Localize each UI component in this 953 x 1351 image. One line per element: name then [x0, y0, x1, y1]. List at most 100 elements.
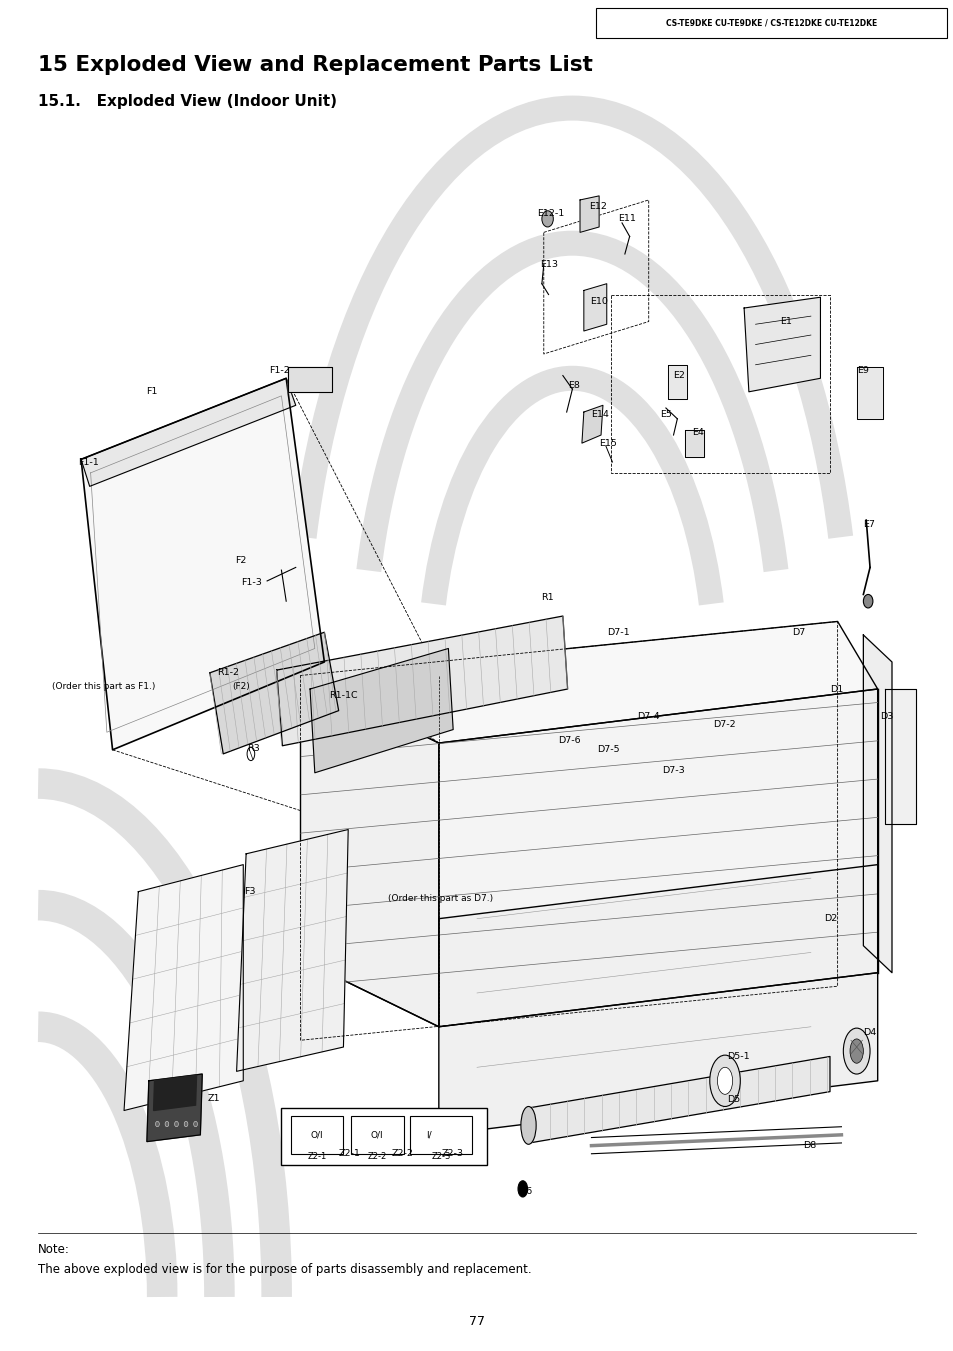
Text: D7: D7 — [791, 628, 804, 636]
Polygon shape — [300, 676, 438, 1027]
Text: D5-1: D5-1 — [726, 1052, 749, 1061]
Text: The above exploded view is for the purpose of parts disassembly and replacement.: The above exploded view is for the purpo… — [38, 1263, 531, 1277]
Text: R1-2: R1-2 — [217, 669, 239, 677]
Text: Z2-3: Z2-3 — [441, 1150, 463, 1158]
Ellipse shape — [165, 1121, 169, 1127]
Polygon shape — [884, 689, 915, 824]
Polygon shape — [743, 297, 820, 392]
Text: E15: E15 — [598, 439, 617, 447]
Text: D7-1: D7-1 — [606, 628, 629, 636]
Ellipse shape — [517, 1181, 527, 1197]
Text: Z1: Z1 — [208, 1094, 220, 1102]
Text: E12: E12 — [589, 203, 607, 211]
Text: D3: D3 — [880, 712, 893, 720]
Text: F3: F3 — [244, 888, 255, 896]
Polygon shape — [288, 367, 332, 392]
Polygon shape — [310, 648, 453, 773]
Bar — [281, 1108, 486, 1165]
Polygon shape — [438, 865, 877, 1135]
Text: D7-5: D7-5 — [597, 746, 619, 754]
Text: E7: E7 — [862, 520, 874, 528]
Polygon shape — [579, 196, 598, 232]
Text: D7-3: D7-3 — [661, 766, 684, 774]
Text: E10: E10 — [590, 297, 608, 305]
Text: D2: D2 — [823, 915, 837, 923]
Ellipse shape — [849, 1039, 862, 1063]
Text: D1: D1 — [829, 685, 842, 693]
Polygon shape — [147, 1074, 202, 1142]
Bar — [410, 1116, 472, 1154]
Text: D7-4: D7-4 — [637, 712, 659, 720]
Ellipse shape — [155, 1121, 159, 1127]
Bar — [291, 1116, 343, 1154]
Polygon shape — [276, 616, 567, 746]
Text: F2: F2 — [234, 557, 246, 565]
Text: E13: E13 — [539, 261, 558, 269]
Text: F1-2: F1-2 — [269, 366, 290, 374]
Polygon shape — [684, 430, 703, 457]
Text: D6: D6 — [518, 1188, 532, 1196]
Bar — [351, 1116, 403, 1154]
Text: 15.1.   Exploded View (Indoor Unit): 15.1. Exploded View (Indoor Unit) — [38, 93, 336, 109]
Text: R1-1C: R1-1C — [329, 692, 357, 700]
Text: E5: E5 — [659, 411, 671, 419]
Polygon shape — [124, 865, 243, 1111]
Ellipse shape — [862, 594, 872, 608]
Text: D5: D5 — [726, 1096, 740, 1104]
Ellipse shape — [184, 1121, 188, 1127]
FancyBboxPatch shape — [596, 8, 946, 38]
Polygon shape — [81, 378, 324, 750]
Polygon shape — [210, 632, 338, 754]
Text: R1: R1 — [540, 593, 553, 601]
Text: R3: R3 — [247, 744, 259, 753]
Text: D4: D4 — [862, 1028, 876, 1036]
Text: D7-6: D7-6 — [558, 736, 580, 744]
Ellipse shape — [520, 1106, 536, 1144]
Text: E14: E14 — [591, 411, 609, 419]
Text: Z2-2: Z2-2 — [367, 1152, 387, 1162]
Text: F1-3: F1-3 — [241, 578, 262, 586]
Polygon shape — [581, 405, 602, 443]
Ellipse shape — [709, 1055, 740, 1106]
Text: E9: E9 — [856, 366, 867, 374]
Ellipse shape — [193, 1121, 197, 1127]
Ellipse shape — [541, 211, 553, 227]
Text: O/I: O/I — [311, 1131, 323, 1139]
Text: E2: E2 — [673, 372, 684, 380]
Text: I/: I/ — [426, 1131, 432, 1139]
Polygon shape — [438, 689, 877, 1027]
Text: E8: E8 — [568, 381, 579, 389]
Text: Z2-2: Z2-2 — [391, 1150, 413, 1158]
Text: E1: E1 — [780, 317, 791, 326]
Text: F1: F1 — [146, 388, 157, 396]
Polygon shape — [856, 367, 882, 419]
Text: O/I: O/I — [371, 1131, 383, 1139]
Polygon shape — [81, 378, 295, 486]
Text: (F2): (F2) — [232, 682, 250, 690]
Polygon shape — [583, 284, 606, 331]
Text: Z2-1: Z2-1 — [307, 1152, 327, 1162]
Text: CS-TE9DKE CU-TE9DKE / CS-TE12DKE CU-TE12DKE: CS-TE9DKE CU-TE9DKE / CS-TE12DKE CU-TE12… — [665, 19, 877, 27]
Ellipse shape — [174, 1121, 178, 1127]
Polygon shape — [236, 830, 348, 1071]
Polygon shape — [300, 621, 877, 743]
Text: (Order this part as F1.): (Order this part as F1.) — [52, 682, 155, 690]
Ellipse shape — [247, 747, 254, 761]
Text: 15 Exploded View and Replacement Parts List: 15 Exploded View and Replacement Parts L… — [38, 55, 593, 74]
Polygon shape — [862, 635, 891, 973]
Text: D7-2: D7-2 — [713, 720, 736, 728]
Polygon shape — [667, 365, 686, 399]
Ellipse shape — [717, 1067, 732, 1094]
Ellipse shape — [842, 1028, 869, 1074]
Text: Z2-1: Z2-1 — [338, 1150, 360, 1158]
Text: F1-1: F1-1 — [78, 458, 99, 466]
Text: Note:: Note: — [38, 1243, 70, 1256]
Text: E11: E11 — [618, 215, 636, 223]
Text: 77: 77 — [469, 1315, 484, 1328]
Text: E4: E4 — [692, 428, 703, 436]
Polygon shape — [153, 1075, 196, 1111]
Text: E12-1: E12-1 — [537, 209, 564, 218]
Text: Z2-3: Z2-3 — [432, 1152, 451, 1162]
Polygon shape — [529, 1056, 829, 1143]
Text: (Order this part as D7.): (Order this part as D7.) — [388, 894, 493, 902]
